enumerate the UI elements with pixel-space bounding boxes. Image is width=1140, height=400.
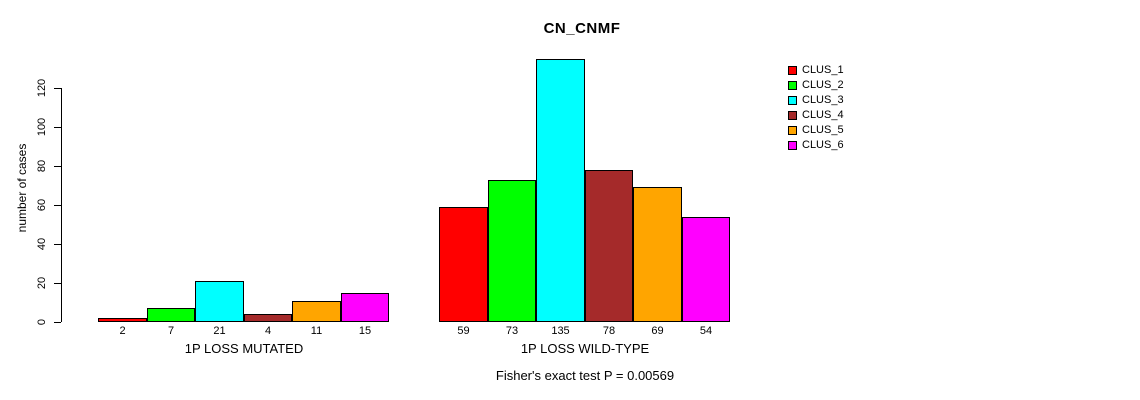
chart-title: CN_CNMF [543, 20, 621, 37]
legend-label: CLUS_3 [802, 94, 844, 106]
bar-clus_6-group1 [682, 217, 730, 322]
bar-value-label: 11 [310, 325, 323, 337]
bar-clus_4-group0 [244, 314, 292, 322]
bar-value-label: 7 [167, 325, 175, 337]
legend-label: CLUS_2 [802, 79, 844, 91]
legend-swatch [788, 66, 797, 75]
legend-item-clus_1: CLUS_1 [788, 63, 844, 78]
bar-value-label: 78 [602, 325, 616, 337]
bar-clus_5-group1 [633, 187, 682, 322]
bar-clus_2-group0 [147, 308, 195, 322]
y-tick [54, 205, 61, 206]
legend-label: CLUS_4 [802, 109, 844, 121]
bar-clus_4-group1 [585, 170, 633, 322]
legend-label: CLUS_1 [802, 64, 844, 76]
bar-clus_3-group1 [536, 59, 585, 322]
y-tick [54, 127, 61, 128]
bar-value-label: 21 [213, 325, 226, 337]
legend-swatch [788, 126, 797, 135]
y-tick-label: 0 [36, 318, 48, 326]
legend-swatch [788, 81, 797, 90]
bar-clus_2-group1 [488, 180, 536, 322]
fisher-test-caption: Fisher's exact test P = 0.00569 [495, 368, 675, 383]
legend-swatch [788, 111, 797, 120]
legend-label: CLUS_5 [802, 124, 844, 136]
y-tick-label: 80 [36, 159, 48, 173]
bar-value-label: 69 [651, 325, 664, 337]
y-tick [54, 322, 61, 323]
y-tick [54, 88, 61, 89]
bar-value-label: 135 [551, 325, 570, 337]
bar-clus_3-group0 [195, 281, 244, 322]
legend-item-clus_6: CLUS_6 [788, 138, 844, 153]
legend-item-clus_2: CLUS_2 [788, 78, 844, 93]
bar-value-label: 73 [505, 325, 519, 337]
bar-value-label: 2 [119, 325, 126, 337]
legend-label: CLUS_6 [802, 139, 844, 151]
y-axis-line [61, 88, 62, 322]
bar-clus_1-group1 [439, 207, 488, 322]
y-tick [54, 166, 61, 167]
legend-item-clus_5: CLUS_5 [788, 123, 844, 138]
y-tick-label: 120 [36, 78, 48, 98]
bar-value-label: 4 [264, 325, 272, 337]
x-group-label-wildtype: 1P LOSS WILD-TYPE [520, 341, 650, 356]
legend-item-clus_4: CLUS_4 [788, 108, 844, 123]
legend: CLUS_1 CLUS_2 CLUS_3 CLUS_4 CLUS_5 CLUS_6 [788, 63, 844, 153]
legend-swatch [788, 96, 797, 105]
y-tick [54, 244, 61, 245]
y-axis-title: number of cases [15, 143, 29, 233]
legend-swatch [788, 141, 797, 150]
y-tick-label: 20 [36, 276, 48, 290]
y-tick [54, 283, 61, 284]
legend-item-clus_3: CLUS_3 [788, 93, 844, 108]
bar-clus_6-group0 [341, 293, 389, 322]
bar-clus_1-group0 [98, 318, 147, 322]
y-tick-label: 100 [36, 117, 48, 137]
y-tick-label: 60 [36, 198, 48, 212]
y-tick-label: 40 [36, 237, 48, 251]
bar-value-label: 54 [699, 325, 713, 337]
bar-value-label: 15 [358, 325, 372, 337]
x-group-label-mutated: 1P LOSS MUTATED [184, 341, 304, 356]
bar-clus_5-group0 [292, 301, 341, 322]
bar-value-label: 59 [457, 325, 470, 337]
